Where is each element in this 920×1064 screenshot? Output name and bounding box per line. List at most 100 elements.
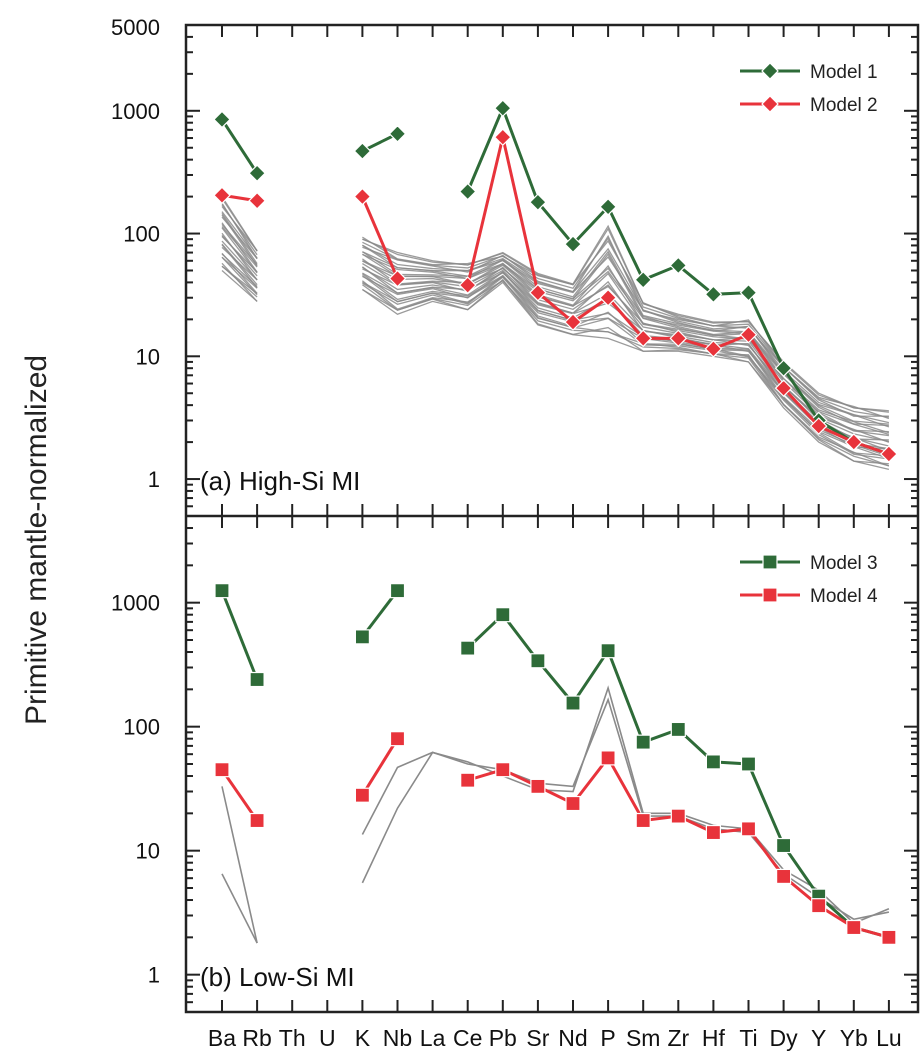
plot-frame <box>184 23 920 1014</box>
y-axis-title: Primitive mantle-normalized <box>20 355 53 725</box>
data-point-model-4-Nd <box>565 795 581 812</box>
x-tick-label-Yb: Yb <box>840 1025 868 1051</box>
data-point-model-4-Ba <box>214 762 230 778</box>
data-point-model-1-Dy <box>774 359 793 378</box>
data-point-model-4-Ce <box>460 772 476 788</box>
gray-melt-inclusion-line <box>361 697 890 921</box>
data-point-model-1-Ce <box>458 182 477 201</box>
data-point-model-1-K <box>353 142 372 160</box>
x-tick-label-Dy: Dy <box>770 1025 799 1051</box>
legend-marker <box>761 95 779 113</box>
series-line-model-3 <box>361 589 399 638</box>
data-point-model-2-Ce <box>458 276 477 294</box>
data-point-model-2-Ti <box>739 325 758 344</box>
gray-melt-inclusion-line <box>221 256 258 289</box>
x-tick-label-La: La <box>420 1025 446 1051</box>
data-point-model-3-Ba <box>214 583 230 599</box>
gray-melt-inclusion-line <box>362 276 889 460</box>
gray-melt-inclusion-line <box>362 253 889 427</box>
x-tick-label-Sm: Sm <box>626 1025 661 1051</box>
gray-melt-inclusion-line <box>221 232 258 281</box>
y-tick-label-10: 10 <box>136 839 160 864</box>
x-tick-label-Y: Y <box>811 1025 826 1051</box>
x-tick-label-K: K <box>355 1025 371 1051</box>
y-tick-label-1: 1 <box>148 963 160 988</box>
data-point-model-4-Yb <box>846 919 862 936</box>
x-tick-label-Nb: Nb <box>383 1025 412 1051</box>
data-point-model-1-Zr <box>669 256 688 275</box>
x-tick-label-Rb: Rb <box>242 1025 271 1051</box>
data-point-model-3-Pb <box>495 607 511 623</box>
data-point-model-1-Nd <box>564 235 582 253</box>
data-point-model-2-Rb <box>248 191 266 210</box>
data-point-model-4-K <box>354 787 370 803</box>
data-point-model-4-Zr <box>670 808 686 824</box>
data-point-model-3-Zr <box>670 721 686 738</box>
data-point-model-2-Zr <box>669 329 688 348</box>
gray-melt-inclusion-line <box>362 279 890 467</box>
data-point-model-2-P <box>599 288 617 307</box>
frame-border <box>184 23 920 1014</box>
data-point-model-2-Dy <box>774 379 793 398</box>
panel-a: 1 10 100 1000 5000 Model 1 Model 2 (a) High-Si … <box>111 15 918 508</box>
data-point-model-4-P <box>600 750 616 766</box>
data-point-model-3-Sr <box>530 653 546 669</box>
data-point-model-2-Pb <box>493 128 512 146</box>
data-point-model-4-Y <box>811 898 827 914</box>
data-point-model-4-Nb <box>389 731 406 747</box>
data-point-model-2-Hf <box>704 339 723 358</box>
legend-label-model-3: Model 3 <box>810 553 878 574</box>
panel-b: 1 10 100 1000 Model 3 Model 4 (b) Low-Si MI <box>111 527 918 1004</box>
gray-melt-inclusion-line <box>221 786 258 944</box>
gray-melt-inclusion-line <box>361 685 890 925</box>
data-point-model-4-Sm <box>635 812 651 829</box>
x-tick-label-Ti: Ti <box>739 1025 757 1051</box>
gray-melt-inclusion-line <box>221 196 258 252</box>
data-point-model-4-Dy <box>775 868 792 885</box>
x-tick-label-Sr: Sr <box>526 1025 549 1051</box>
data-point-model-1-Ti <box>739 283 758 302</box>
legend-label-model-2: Model 2 <box>810 95 878 116</box>
gray-melt-inclusion-line <box>362 274 890 460</box>
y-tick-label-100: 100 <box>123 222 160 247</box>
y-tick-label-100: 100 <box>123 715 160 740</box>
data-point-model-3-Nb <box>389 583 406 599</box>
x-tick-label-Th: Th <box>279 1025 306 1051</box>
gray-melt-inclusion-line <box>362 244 890 428</box>
gray-melt-inclusion-line <box>221 246 258 281</box>
data-point-model-4-Rb <box>249 812 265 829</box>
data-point-model-1-Rb <box>248 164 266 183</box>
series-line-model-3 <box>220 590 259 681</box>
series-line-model-2 <box>361 196 399 280</box>
data-point-model-4-Hf <box>705 824 722 841</box>
data-point-model-3-Ce <box>460 640 476 656</box>
data-point-model-1-Sr <box>529 193 547 212</box>
panel-label: (b) Low-Si MI <box>200 962 355 992</box>
data-point-model-1-Sm <box>634 270 653 289</box>
gray-melt-inclusion-line <box>221 216 258 260</box>
data-point-model-3-Rb <box>249 671 265 688</box>
data-point-model-2-Nd <box>564 313 582 331</box>
panel-label: (a) High-Si MI <box>200 466 360 496</box>
x-tick-label-Pb: Pb <box>489 1025 517 1051</box>
gray-melt-inclusion-line <box>221 256 258 296</box>
y-tick-label-5000: 5000 <box>111 15 160 40</box>
data-point-model-4-Ti <box>740 821 757 837</box>
data-point-model-3-Hf <box>705 754 722 770</box>
gray-melt-inclusion-line <box>221 873 258 944</box>
data-point-model-3-Nd <box>565 695 581 711</box>
data-point-model-4-Lu <box>881 929 897 945</box>
y-tick-label-1000: 1000 <box>111 591 160 616</box>
gray-melt-inclusion-line <box>362 281 890 470</box>
data-point-model-4-Pb <box>495 762 511 778</box>
gray-melt-inclusion-line <box>362 224 889 412</box>
data-point-model-3-Dy <box>775 837 792 854</box>
data-point-model-2-K <box>353 187 372 206</box>
gray-melt-inclusion-line <box>361 279 890 467</box>
y-tick-label-10: 10 <box>136 344 160 369</box>
legend-marker <box>762 587 778 603</box>
legend-label-model-4: Model 4 <box>810 586 878 607</box>
x-tick-label-Ba: Ba <box>208 1025 236 1051</box>
legend-label-model-1: Model 1 <box>810 62 878 83</box>
